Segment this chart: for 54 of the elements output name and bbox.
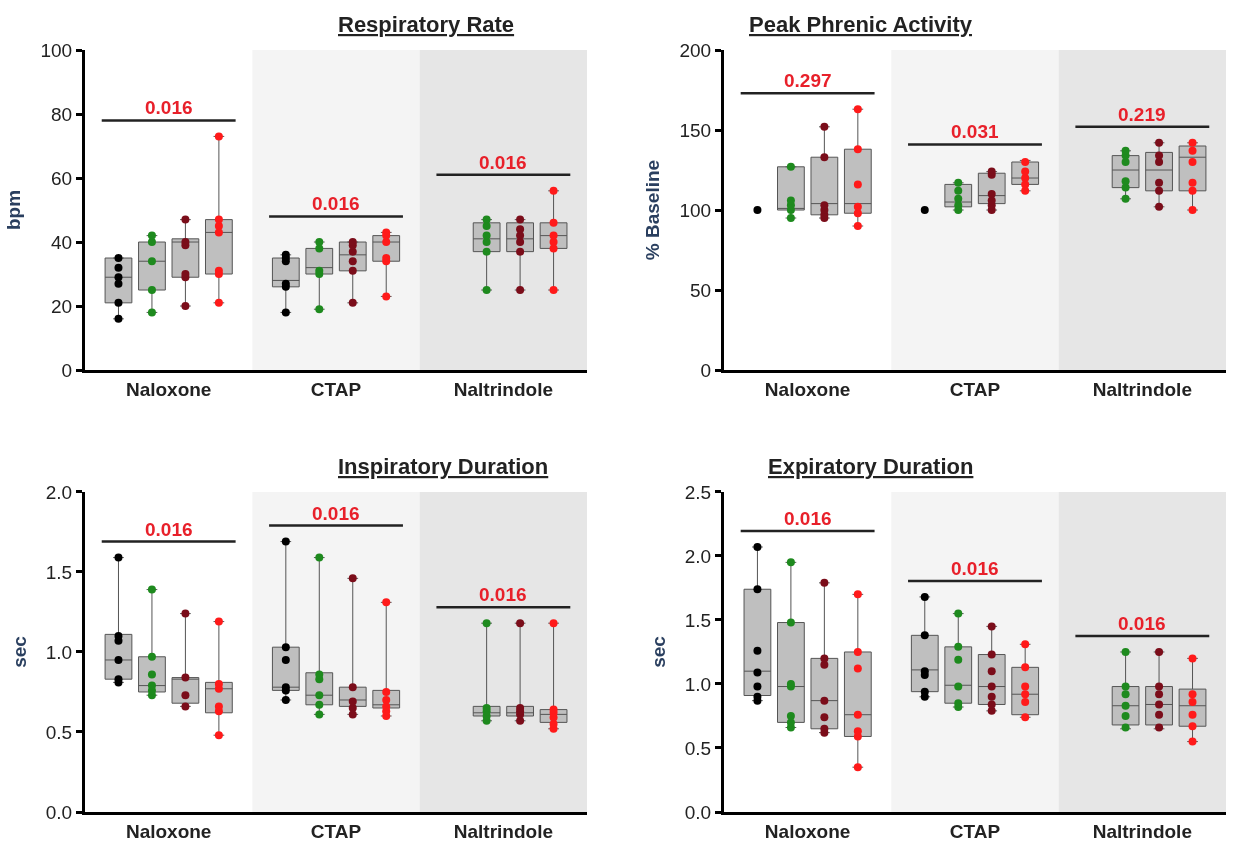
- y-tick-label: 1.5: [45, 561, 73, 583]
- x-tick-label: Naltrindole: [1092, 378, 1192, 400]
- annotation: 0.016: [312, 193, 360, 214]
- y-tick-label: 200: [679, 39, 712, 61]
- y-tick-label: 60: [51, 167, 73, 189]
- x-tick-label: CTAP: [310, 378, 362, 400]
- y-tick-label: 50: [690, 279, 712, 301]
- chart-title: Expiratory Duration: [768, 454, 974, 479]
- y-tick-label: 0.5: [684, 737, 712, 759]
- x-tick-label: Naloxone: [125, 820, 212, 842]
- y-tick-label: 0: [700, 359, 712, 381]
- annotation: 0.219: [1118, 104, 1166, 125]
- y-tick-label: 1.0: [45, 641, 73, 663]
- y-tick-label: 80: [51, 103, 73, 125]
- y-axis-title: % Baseline: [642, 159, 664, 261]
- x-tick-label: Naltrindole: [453, 378, 553, 400]
- x-tick-label: CTAP: [949, 820, 1001, 842]
- annotation: 0.016: [1118, 613, 1166, 634]
- y-tick-label: 100: [40, 39, 73, 61]
- y-axis-title: sec: [647, 635, 669, 668]
- x-tick-label: CTAP: [310, 820, 362, 842]
- y-tick-label: 2.0: [684, 545, 712, 567]
- annotation: 0.016: [951, 558, 999, 579]
- x-tick-label: CTAP: [949, 378, 1001, 400]
- annotation: 0.016: [479, 584, 527, 605]
- x-tick-label: Naltrindole: [1092, 820, 1192, 842]
- annotation: 0.016: [312, 503, 360, 524]
- y-tick-label: 1.0: [684, 673, 712, 695]
- x-tick-label: Naloxone: [764, 820, 851, 842]
- annotation: 0.031: [951, 121, 999, 142]
- annotation: 0.016: [145, 97, 193, 118]
- y-tick-label: 0.0: [684, 801, 712, 823]
- y-tick-label: 0.5: [45, 721, 73, 743]
- annotation: 0.016: [479, 152, 527, 173]
- x-tick-label: Naloxone: [764, 378, 851, 400]
- x-tick-label: Naltrindole: [453, 820, 553, 842]
- chart-title: Respiratory Rate: [338, 12, 515, 37]
- annotation: 0.016: [784, 508, 832, 529]
- chart-title: Peak Phrenic Activity: [749, 12, 973, 37]
- y-tick-label: 40: [51, 231, 73, 253]
- y-axis-title: sec: [8, 635, 30, 668]
- annotation: 0.016: [145, 519, 193, 540]
- y-tick-label: 20: [51, 295, 73, 317]
- chart-title: Inspiratory Duration: [338, 454, 549, 479]
- x-tick-label: Naloxone: [125, 378, 212, 400]
- y-tick-label: 2.5: [684, 481, 712, 503]
- y-tick-label: 0.0: [45, 801, 73, 823]
- y-tick-label: 100: [679, 199, 712, 221]
- y-tick-label: 0: [61, 359, 73, 381]
- y-axis-title: bpm: [3, 189, 25, 231]
- y-tick-label: 2.0: [45, 481, 73, 503]
- y-tick-label: 1.5: [684, 609, 712, 631]
- annotation: 0.297: [784, 70, 832, 91]
- y-tick-label: 150: [679, 119, 712, 141]
